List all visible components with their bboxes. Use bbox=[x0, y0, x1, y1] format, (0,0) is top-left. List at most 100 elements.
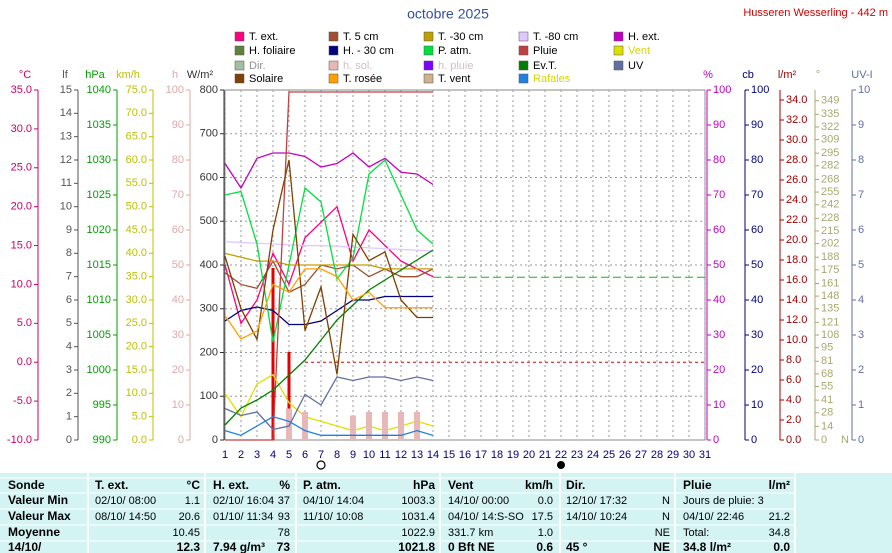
y-tick-label: 14.0 bbox=[786, 294, 807, 306]
y-tick-label: 75.0 bbox=[126, 84, 147, 96]
y-tick-label: 14 bbox=[821, 420, 833, 432]
y-tick-label: 41 bbox=[821, 394, 833, 406]
y-tick-label: 6 bbox=[858, 224, 864, 236]
y-tick-label: 1 bbox=[858, 399, 864, 411]
y-tick-label: 15.0 bbox=[126, 364, 147, 376]
y-tick-label: 2 bbox=[66, 387, 72, 399]
y-tick-label: 335 bbox=[821, 108, 839, 120]
y-tick-label: 10.0 bbox=[11, 278, 32, 290]
table-cell: 1031.4 bbox=[401, 511, 435, 523]
series-bar bbox=[414, 412, 420, 440]
table-cell: 08/10/ 14:50 bbox=[95, 511, 156, 523]
x-tick-label: 17 bbox=[475, 449, 487, 461]
y-tick-label: 70.0 bbox=[126, 107, 147, 119]
y-tick-label: 20 bbox=[751, 364, 763, 376]
axis-title: °C bbox=[19, 69, 31, 81]
y-tick-label: -10.0 bbox=[7, 434, 32, 446]
y-tick-label: 10 bbox=[858, 84, 870, 96]
y-tick-label: 30 bbox=[713, 329, 725, 341]
y-tick-label: 70 bbox=[172, 189, 184, 201]
y-tick-label: 25.0 bbox=[11, 162, 32, 174]
table-cell: 73 bbox=[277, 540, 291, 553]
series-line bbox=[224, 205, 434, 325]
x-tick-label: 28 bbox=[651, 449, 663, 461]
table-cell: NE bbox=[653, 540, 670, 553]
y-tick-label: 100 bbox=[166, 84, 184, 96]
y-tick-label: 55.0 bbox=[126, 177, 147, 189]
y-tick-label: 18.0 bbox=[786, 254, 807, 266]
y-tick-label: 1010 bbox=[87, 294, 111, 306]
y-tick-label: 80 bbox=[172, 154, 184, 166]
y-tick-label: 10 bbox=[713, 399, 725, 411]
table-cell: Valeur Min bbox=[8, 493, 68, 507]
legend-label: T. ext. bbox=[249, 31, 278, 43]
y-tick-label: 255 bbox=[821, 186, 839, 198]
legend-swatch bbox=[423, 73, 434, 84]
x-tick-label: 2 bbox=[238, 449, 244, 461]
chart-title: octobre 2025 bbox=[407, 6, 489, 22]
table-cell: Sonde bbox=[8, 478, 45, 492]
axis-title: UV-I bbox=[851, 69, 872, 81]
axis-title: hPa bbox=[85, 69, 105, 81]
x-tick-label: 4 bbox=[270, 449, 276, 461]
y-tick-label: 800 bbox=[200, 84, 218, 96]
legend-swatch bbox=[328, 45, 339, 56]
y-tick-label: 0.0 bbox=[132, 434, 147, 446]
legend-label: P. atm. bbox=[438, 45, 471, 57]
y-tick-label: 50 bbox=[713, 259, 725, 271]
table-cell: 02/10/ 16:04 bbox=[213, 495, 274, 507]
x-tick-label: 10 bbox=[363, 449, 375, 461]
y-tick-label: 16.0 bbox=[786, 274, 807, 286]
y-tick-label: 50 bbox=[751, 259, 763, 271]
table-cell: 02/10/ 08:00 bbox=[95, 495, 156, 507]
y-tick-label: 1 bbox=[66, 411, 72, 423]
table-cell: 0.6 bbox=[536, 540, 553, 553]
series-line bbox=[224, 259, 434, 294]
x-tick-label: 31 bbox=[699, 449, 711, 461]
y-tick-label: 228 bbox=[821, 212, 839, 224]
y-tick-label: 10.0 bbox=[786, 334, 807, 346]
y-tick-label: 3 bbox=[858, 329, 864, 341]
x-tick-label: 1 bbox=[222, 449, 228, 461]
y-tick-label: 60 bbox=[751, 224, 763, 236]
table-cell: km/h bbox=[525, 478, 553, 492]
legend-label: T. vent bbox=[438, 73, 470, 85]
legend-label: T. -80 cm bbox=[533, 31, 578, 43]
y-tick-label: 80 bbox=[713, 154, 725, 166]
y-tick-label: 1040 bbox=[87, 84, 111, 96]
y-tick-label: 322 bbox=[821, 121, 839, 133]
x-tick-label: 27 bbox=[635, 449, 647, 461]
axis-title: km/h bbox=[116, 69, 140, 81]
y-tick-label: 200 bbox=[200, 346, 218, 358]
y-tick-label: 0 bbox=[178, 434, 184, 446]
y-tick-label: 188 bbox=[821, 251, 839, 263]
legend-swatch bbox=[518, 45, 529, 56]
y-tick-label: 90 bbox=[713, 119, 725, 131]
y-tick-label: 995 bbox=[93, 399, 111, 411]
y-tick-label: 175 bbox=[821, 264, 839, 276]
series-bar bbox=[302, 412, 308, 440]
y-tick-label: 8 bbox=[858, 154, 864, 166]
y-tick-label: 65.0 bbox=[126, 131, 147, 143]
legend-swatch bbox=[328, 73, 339, 84]
y-tick-label: 148 bbox=[821, 290, 839, 302]
table-cell: Valeur Max bbox=[8, 509, 71, 523]
series-bar bbox=[350, 415, 356, 440]
y-tick-label: 1005 bbox=[87, 329, 111, 341]
legend-swatch bbox=[234, 73, 245, 84]
y-tick-label: 10 bbox=[751, 399, 763, 411]
table-cell: 10.45 bbox=[172, 527, 200, 539]
y-tick-label: 20.0 bbox=[126, 341, 147, 353]
y-tick-label: 100 bbox=[200, 390, 218, 402]
legend-label: H. - 30 cm bbox=[343, 45, 394, 57]
y-tick-label: 90 bbox=[751, 119, 763, 131]
y-tick-label: 0 bbox=[751, 434, 757, 446]
x-tick-label: 21 bbox=[539, 449, 551, 461]
x-tick-label: 30 bbox=[683, 449, 695, 461]
y-tick-label: 22.0 bbox=[786, 214, 807, 226]
x-tick-label: 26 bbox=[619, 449, 631, 461]
north-label: N bbox=[841, 434, 849, 446]
y-tick-label: 24.0 bbox=[786, 194, 807, 206]
y-tick-label: 60 bbox=[713, 224, 725, 236]
table-cell: 1003.3 bbox=[401, 495, 435, 507]
